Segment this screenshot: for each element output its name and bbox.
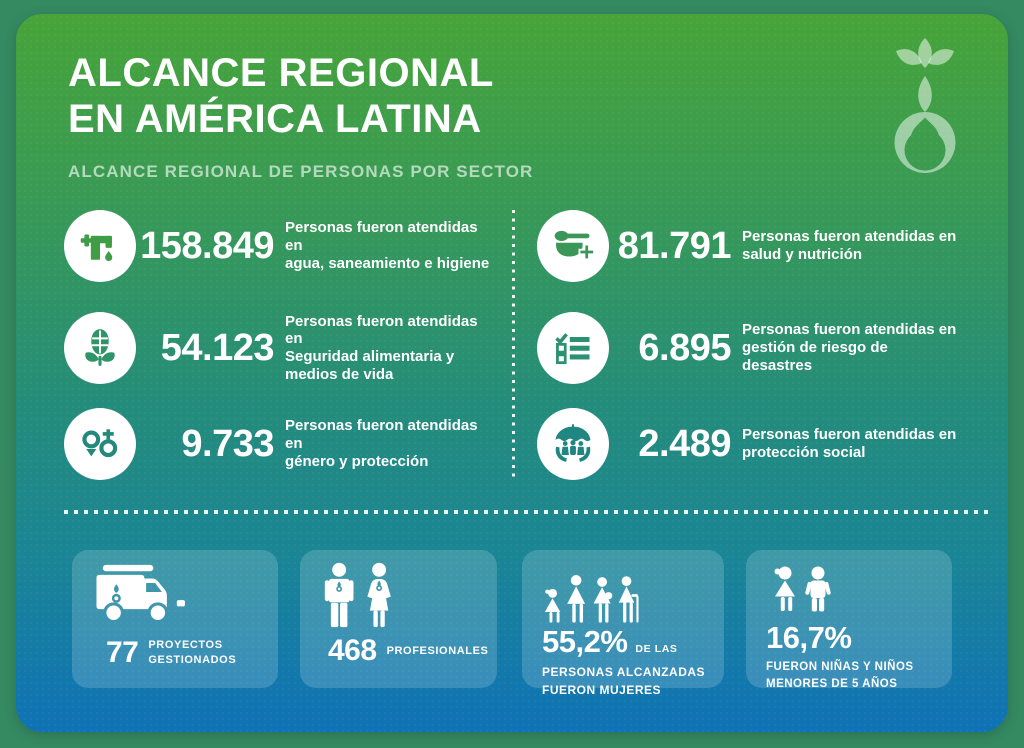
children-icon [768,564,840,614]
aid-truck-icon [88,564,188,629]
card-children-under5: 16,7% FUERON NIÑAS Y NIÑOS MENORES DE 5 … [746,550,952,690]
stat-disaster-risk: 6.895 Personas fueron atendidas en gesti… [537,312,957,384]
stat-health-nutrition: 81.791 Personas fueron atendidas en salu… [537,210,957,282]
umbrella-family-icon [537,408,609,480]
stat-label: Personas fueron atendidas en género y pr… [285,417,478,470]
card-label: FUERON NIÑAS Y NIÑOS MENORES DE 5 AÑOS [766,661,914,691]
stat-social-protection: 2.489 Personas fueron atendidas en prote… [537,408,957,480]
dotted-divider-horizontal [64,510,994,514]
card-value: 55,2% [542,624,628,659]
stat-value: 2.489 [638,422,731,465]
stat-gender-protection: 9.733 Personas fueron atendidas en géner… [64,408,490,480]
water-tap-icon [64,210,136,282]
stat-value: 9.733 [181,422,274,465]
stat-value: 158.849 [140,224,274,267]
stat-value: 54.123 [160,326,275,369]
card-label: PROFESIONALES [386,644,489,657]
card-label: PERSONAS ALCANZADAS FUERON MUJERES [542,665,706,697]
page-title: ALCANCE REGIONAL EN AMÉRICA LATINA [68,51,494,142]
stat-value: 6.895 [638,326,731,369]
card-value: 468 [328,634,377,667]
card-label: PROYECTOS GESTIONADOS [148,639,237,666]
gender-symbols-icon [64,408,136,480]
card-value: 77 [106,636,139,669]
card-women-reached: 55,2% DE LAS PERSONAS ALCANZADAS FUERON … [522,550,724,697]
section-heading: ALCANCE REGIONAL DE PERSONAS POR SECTOR [68,162,534,181]
card-projects: 77 PROYECTOS GESTIONADOS [72,550,278,688]
nutrition-bowl-icon [537,210,609,282]
stat-food-security: 54.123 Personas fueron atendidas en Segu… [64,312,490,384]
card-value-suffix: DE LAS [635,643,678,655]
stat-label: Personas fueron atendidas en gestión de … [742,321,957,374]
stat-label: Personas fueron atendidas en salud y nut… [742,228,957,263]
card-value: 16,7% [766,620,852,655]
women-group-icon [540,560,648,625]
professionals-icon [320,562,400,628]
card-professionals: 468 PROFESIONALES [300,550,497,688]
stat-label: Personas fueron atendidas en Seguridad a… [285,312,478,383]
stat-label: Personas fueron atendidas en agua, sanea… [285,219,490,272]
checklist-icon [537,312,609,384]
dotted-divider-vertical [512,210,515,480]
stat-wash: 158.849 Personas fueron atendidas en agu… [64,210,490,282]
stat-label: Personas fueron atendidas en protección … [742,426,957,461]
sprout-droplet-logo-icon [894,38,956,173]
corn-icon [64,312,136,384]
infographic-panel: ALCANCE REGIONAL EN AMÉRICA LATINA ALCAN… [16,14,1008,732]
stat-value: 81.791 [617,224,732,267]
